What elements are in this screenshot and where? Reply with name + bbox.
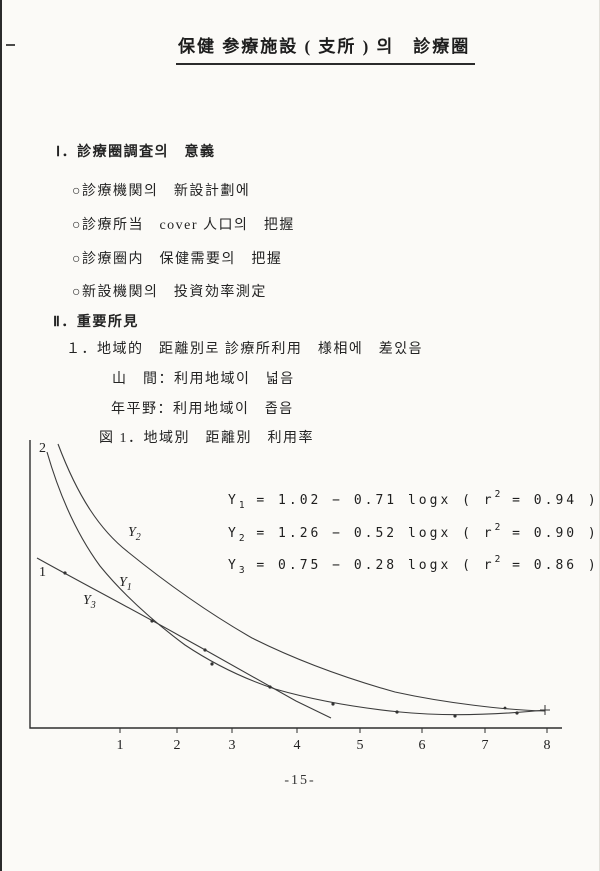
x-tick-2: 2 <box>174 738 181 753</box>
bullet-new-plan: ○診療機関의 新設計劃에 <box>72 184 251 199</box>
equation-y2: Y2 = 1.26 − 0.52 logx ( r2 = 0.90 ) :洪川 <box>228 522 600 544</box>
chart-axes <box>29 440 562 729</box>
x-axis-ticks <box>119 728 548 733</box>
scan-edge-artifact <box>0 0 2 871</box>
y-tick-1: 1 <box>39 565 46 580</box>
finding-item-1: １．地域的 距離別로 診療所利用 様相에 差있음 <box>66 342 424 357</box>
x-tick-3: 3 <box>229 738 236 753</box>
finding-plain: 年平野：利用地域이 좁음 <box>111 402 294 417</box>
curve-convergence-mark <box>540 705 550 715</box>
section-2-heading: Ⅱ．重要所見 <box>53 315 139 330</box>
y-tick-2: 2 <box>39 441 46 456</box>
bullet-investment-efficiency: ○新設機関의 投資効率測定 <box>72 285 267 300</box>
regression-equations: Y1 = 1.02 − 0.71 logx ( r2 = 0.94 ) :軍威 … <box>228 489 600 576</box>
bullet-health-demand: ○診療圈内 保健需要의 把握 <box>72 252 283 267</box>
equation-y1: Y1 = 1.02 − 0.71 logx ( r2 = 0.94 ) :軍威 <box>228 489 600 511</box>
page-number: -15- <box>284 773 316 788</box>
x-tick-1: 1 <box>117 738 124 753</box>
x-tick-5: 5 <box>357 738 364 753</box>
data-point-markers <box>63 571 519 718</box>
finding-mountain: 山 間：利用地域이 넓음 <box>112 372 295 387</box>
curve-label-y2: Y2 <box>128 525 141 543</box>
x-tick-6: 6 <box>419 738 426 753</box>
figure-caption: 図 1．地域別 距離別 利用率 <box>99 431 314 446</box>
curve-label-y3: Y3 <box>83 593 96 611</box>
curve-y1-gunwi <box>46 451 547 716</box>
curve-y2-hongcheon <box>57 443 546 712</box>
page-title: 保健 参療施設 ( 支所 ) 의 診療圈 <box>176 32 476 65</box>
x-tick-4: 4 <box>294 738 301 753</box>
bullet-cover-population: ○診療所当 cover 人口의 把握 <box>72 218 295 233</box>
x-tick-8: 8 <box>544 738 551 753</box>
x-axis-tick-labels: 1 2 3 4 5 6 7 8 <box>117 738 551 753</box>
curve-label-y1: Y1 <box>119 575 132 593</box>
curve-y3-okgu <box>36 557 332 719</box>
section-1-heading: Ⅰ．診療圈調査의 意義 <box>56 145 216 160</box>
scan-dash-artifact <box>6 44 15 46</box>
equation-y3: Y3 = 0.75 − 0.28 logx ( r2 = 0.86 ) :沃溝 <box>228 554 600 576</box>
x-tick-7: 7 <box>482 738 489 753</box>
